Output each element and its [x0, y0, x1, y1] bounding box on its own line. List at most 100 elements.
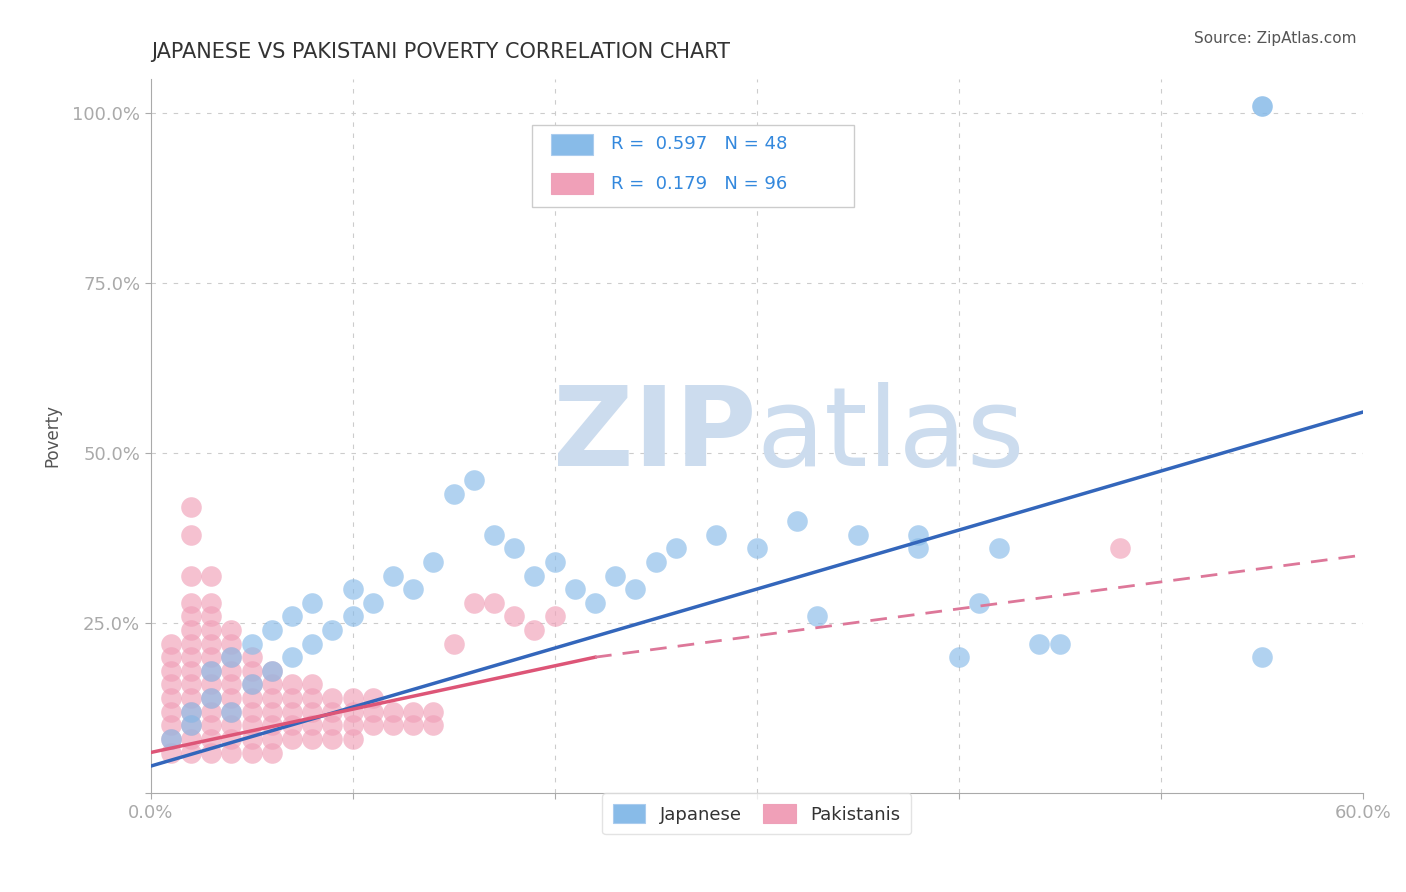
Point — [624, 582, 647, 596]
Point — [704, 527, 727, 541]
Point — [221, 705, 243, 719]
Point — [160, 705, 183, 719]
Point — [301, 637, 323, 651]
Point — [200, 650, 222, 665]
Y-axis label: Poverty: Poverty — [44, 404, 60, 467]
Point — [605, 568, 627, 582]
Text: JAPANESE VS PAKISTANI POVERTY CORRELATION CHART: JAPANESE VS PAKISTANI POVERTY CORRELATIO… — [150, 42, 730, 62]
Point — [422, 705, 444, 719]
Point — [240, 664, 263, 678]
Point — [240, 691, 263, 706]
Point — [160, 677, 183, 691]
Point — [240, 650, 263, 665]
Point — [281, 731, 304, 746]
Point — [221, 731, 243, 746]
Point — [221, 637, 243, 651]
Point — [260, 623, 283, 637]
Point — [382, 718, 405, 732]
Point — [988, 541, 1011, 556]
Point — [200, 664, 222, 678]
Point — [200, 568, 222, 582]
Point — [281, 650, 304, 665]
Bar — [551, 173, 593, 194]
Point — [240, 718, 263, 732]
Point — [281, 705, 304, 719]
Point — [221, 650, 243, 665]
Legend: Japanese, Pakistanis: Japanese, Pakistanis — [602, 793, 911, 834]
Point — [402, 705, 425, 719]
Point — [644, 555, 666, 569]
Point — [463, 473, 485, 487]
Point — [200, 677, 222, 691]
Point — [260, 664, 283, 678]
Point — [907, 541, 929, 556]
Text: R =  0.597   N = 48: R = 0.597 N = 48 — [612, 136, 787, 153]
Text: Source: ZipAtlas.com: Source: ZipAtlas.com — [1194, 31, 1357, 46]
Text: atlas: atlas — [756, 383, 1025, 490]
Point — [180, 596, 202, 610]
Point — [200, 691, 222, 706]
Point — [361, 596, 384, 610]
Point — [180, 609, 202, 624]
Point — [281, 691, 304, 706]
Point — [240, 746, 263, 760]
Point — [503, 609, 526, 624]
Point — [221, 705, 243, 719]
Point — [180, 718, 202, 732]
Point — [321, 623, 343, 637]
Point — [200, 609, 222, 624]
Point — [240, 637, 263, 651]
Point — [361, 691, 384, 706]
Point — [1049, 637, 1071, 651]
Point — [160, 731, 183, 746]
Point — [221, 746, 243, 760]
Point — [180, 718, 202, 732]
Point — [342, 582, 364, 596]
Point — [240, 731, 263, 746]
Point — [321, 731, 343, 746]
Point — [422, 718, 444, 732]
Point — [200, 596, 222, 610]
Point — [846, 527, 869, 541]
Point — [342, 691, 364, 706]
Point — [160, 718, 183, 732]
Text: R =  0.179   N = 96: R = 0.179 N = 96 — [612, 175, 787, 193]
Point — [361, 705, 384, 719]
Point — [260, 731, 283, 746]
FancyBboxPatch shape — [533, 125, 853, 207]
Point — [160, 637, 183, 651]
Point — [200, 718, 222, 732]
Point — [281, 677, 304, 691]
Point — [180, 691, 202, 706]
Point — [221, 677, 243, 691]
Bar — [551, 134, 593, 155]
Point — [180, 650, 202, 665]
Point — [281, 609, 304, 624]
Point — [200, 637, 222, 651]
Point — [221, 650, 243, 665]
Point — [260, 746, 283, 760]
Point — [240, 677, 263, 691]
Point — [321, 691, 343, 706]
Point — [482, 596, 505, 610]
Point — [482, 527, 505, 541]
Point — [301, 705, 323, 719]
Point — [523, 568, 546, 582]
Point — [463, 596, 485, 610]
Point — [221, 718, 243, 732]
Point — [342, 718, 364, 732]
Point — [180, 705, 202, 719]
Point — [1028, 637, 1050, 651]
Point — [240, 705, 263, 719]
Point — [240, 677, 263, 691]
Text: ZIP: ZIP — [554, 383, 756, 490]
Point — [260, 664, 283, 678]
Point — [443, 637, 465, 651]
Point — [200, 746, 222, 760]
Point — [361, 718, 384, 732]
Point — [1250, 99, 1272, 113]
Point — [564, 582, 586, 596]
Point — [543, 555, 565, 569]
Point — [180, 500, 202, 515]
Point — [967, 596, 990, 610]
